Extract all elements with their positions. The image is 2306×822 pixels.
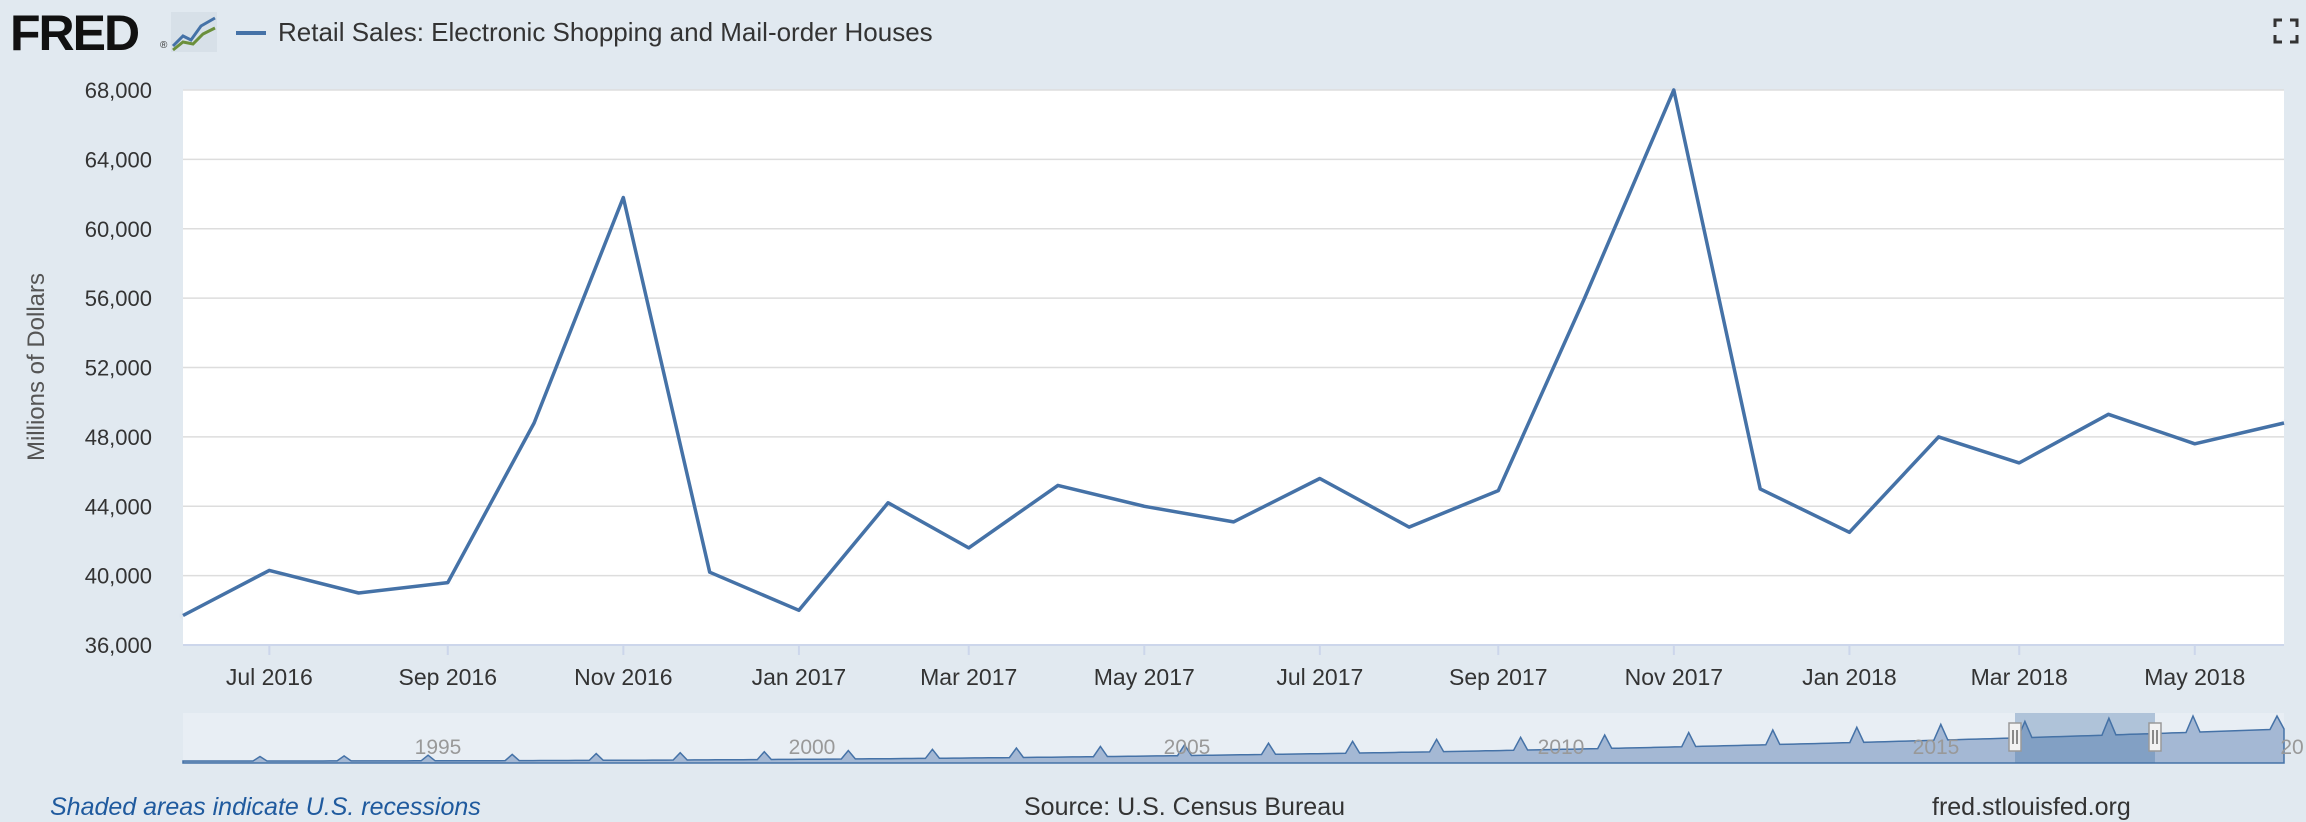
data-point[interactable] <box>795 606 803 614</box>
x-tick-label: Nov 2017 <box>1625 664 1723 690</box>
data-point[interactable] <box>1670 86 1678 94</box>
data-point[interactable] <box>1140 502 1148 510</box>
fred-graph-icon <box>171 12 217 52</box>
x-tick-label: Mar 2017 <box>920 664 1017 690</box>
data-point[interactable] <box>1316 475 1324 483</box>
x-tick-label: May 2018 <box>2144 664 2245 690</box>
y-tick-label: 48,000 <box>85 425 152 450</box>
navigator-series-area <box>182 714 2285 764</box>
x-tick-label: Jan 2018 <box>1802 664 1897 690</box>
x-tick-label: Jul 2017 <box>1276 664 1363 690</box>
series-line[interactable] <box>182 88 2285 618</box>
legend-series-name[interactable]: Retail Sales: Electronic Shopping and Ma… <box>278 17 933 47</box>
data-point[interactable] <box>1230 518 1238 526</box>
x-tick-label: Jul 2016 <box>226 664 313 690</box>
y-tick-label: 44,000 <box>85 494 152 519</box>
data-point[interactable] <box>2104 410 2112 418</box>
data-point[interactable] <box>1054 481 1062 489</box>
data-point[interactable] <box>265 566 273 574</box>
chart-footer: Shaded areas indicate U.S. recessions So… <box>0 790 2306 821</box>
y-tick-label: 56,000 <box>85 286 152 311</box>
x-tick-label: Sep 2017 <box>1449 664 1547 690</box>
navigator-year-label: 2000 <box>789 736 836 759</box>
navigator[interactable]: 1995 2000 2005 2010 2015 20 <box>182 713 2304 764</box>
data-point[interactable] <box>1756 485 1764 493</box>
navigator-year-label: 2010 <box>1538 736 1585 759</box>
x-tick-label: Nov 2016 <box>574 664 672 690</box>
data-point[interactable] <box>444 579 452 587</box>
y-tick-label: 52,000 <box>85 356 152 381</box>
data-point[interactable] <box>355 589 363 597</box>
navigator-left-handle[interactable] <box>2008 722 2022 752</box>
y-tick-label: 68,000 <box>85 78 152 103</box>
legend-swatch <box>236 31 266 35</box>
fred-logo[interactable]: FRED <box>10 5 140 61</box>
y-tick-label: 40,000 <box>85 564 152 589</box>
data-point[interactable] <box>1935 433 1943 441</box>
navigator-year-label: 20 <box>2280 736 2303 759</box>
fullscreen-icon[interactable] <box>2273 18 2299 44</box>
data-point[interactable] <box>884 499 892 507</box>
data-point[interactable] <box>1405 523 1413 531</box>
data-point[interactable] <box>2280 419 2288 427</box>
x-tick-label: Jan 2017 <box>752 664 847 690</box>
data-point[interactable] <box>530 419 538 427</box>
navigator-right-handle[interactable] <box>2148 722 2162 752</box>
data-point[interactable] <box>965 544 973 552</box>
data-point[interactable] <box>1845 528 1853 536</box>
recessions-note-link[interactable]: Shaded areas indicate U.S. recessions <box>50 793 481 821</box>
x-tick-label: May 2017 <box>1094 664 1195 690</box>
navigator-selected-range[interactable] <box>2015 713 2155 763</box>
navigator-labels: 1995 2000 2005 2010 2015 20 <box>415 736 2304 759</box>
y-axis: 36,000 40,000 44,000 48,000 52,000 56,000 60,0… <box>85 78 152 658</box>
series-layer <box>179 86 2288 620</box>
navigator-year-label: 2005 <box>1164 736 1211 759</box>
data-point[interactable] <box>619 194 627 202</box>
x-axis: Jul 2016 Sep 2016 Nov 2016 Jan 2017 Mar 2017… <box>183 644 2284 690</box>
source-credit: Source: U.S. Census Bureau <box>1024 793 1345 821</box>
data-point[interactable] <box>706 568 714 576</box>
chart-header: FRED ® Retail Sales: Electronic Shopping… <box>0 0 2306 66</box>
y-tick-label: 64,000 <box>85 147 152 172</box>
navigator-year-label: 2015 <box>1913 736 1960 759</box>
x-tick-label: Sep 2016 <box>399 664 497 690</box>
data-point[interactable] <box>2191 440 2199 448</box>
data-point[interactable] <box>2015 459 2023 467</box>
x-tick-label: Mar 2018 <box>1971 664 2068 690</box>
y-tick-label: 36,000 <box>85 633 152 658</box>
navigator-year-label: 1995 <box>415 736 462 759</box>
fred-url-link[interactable]: fred.stlouisfed.org <box>1932 793 2131 821</box>
line-chart: 36,000 40,000 44,000 48,000 52,000 56,000 60,0… <box>23 78 2304 764</box>
y-axis-title: Millions of Dollars <box>23 273 50 461</box>
registered-mark: ® <box>160 40 168 51</box>
data-point[interactable] <box>1494 487 1502 495</box>
data-point[interactable] <box>1581 294 1589 302</box>
y-tick-label: 60,000 <box>85 217 152 242</box>
data-point[interactable] <box>179 612 187 620</box>
